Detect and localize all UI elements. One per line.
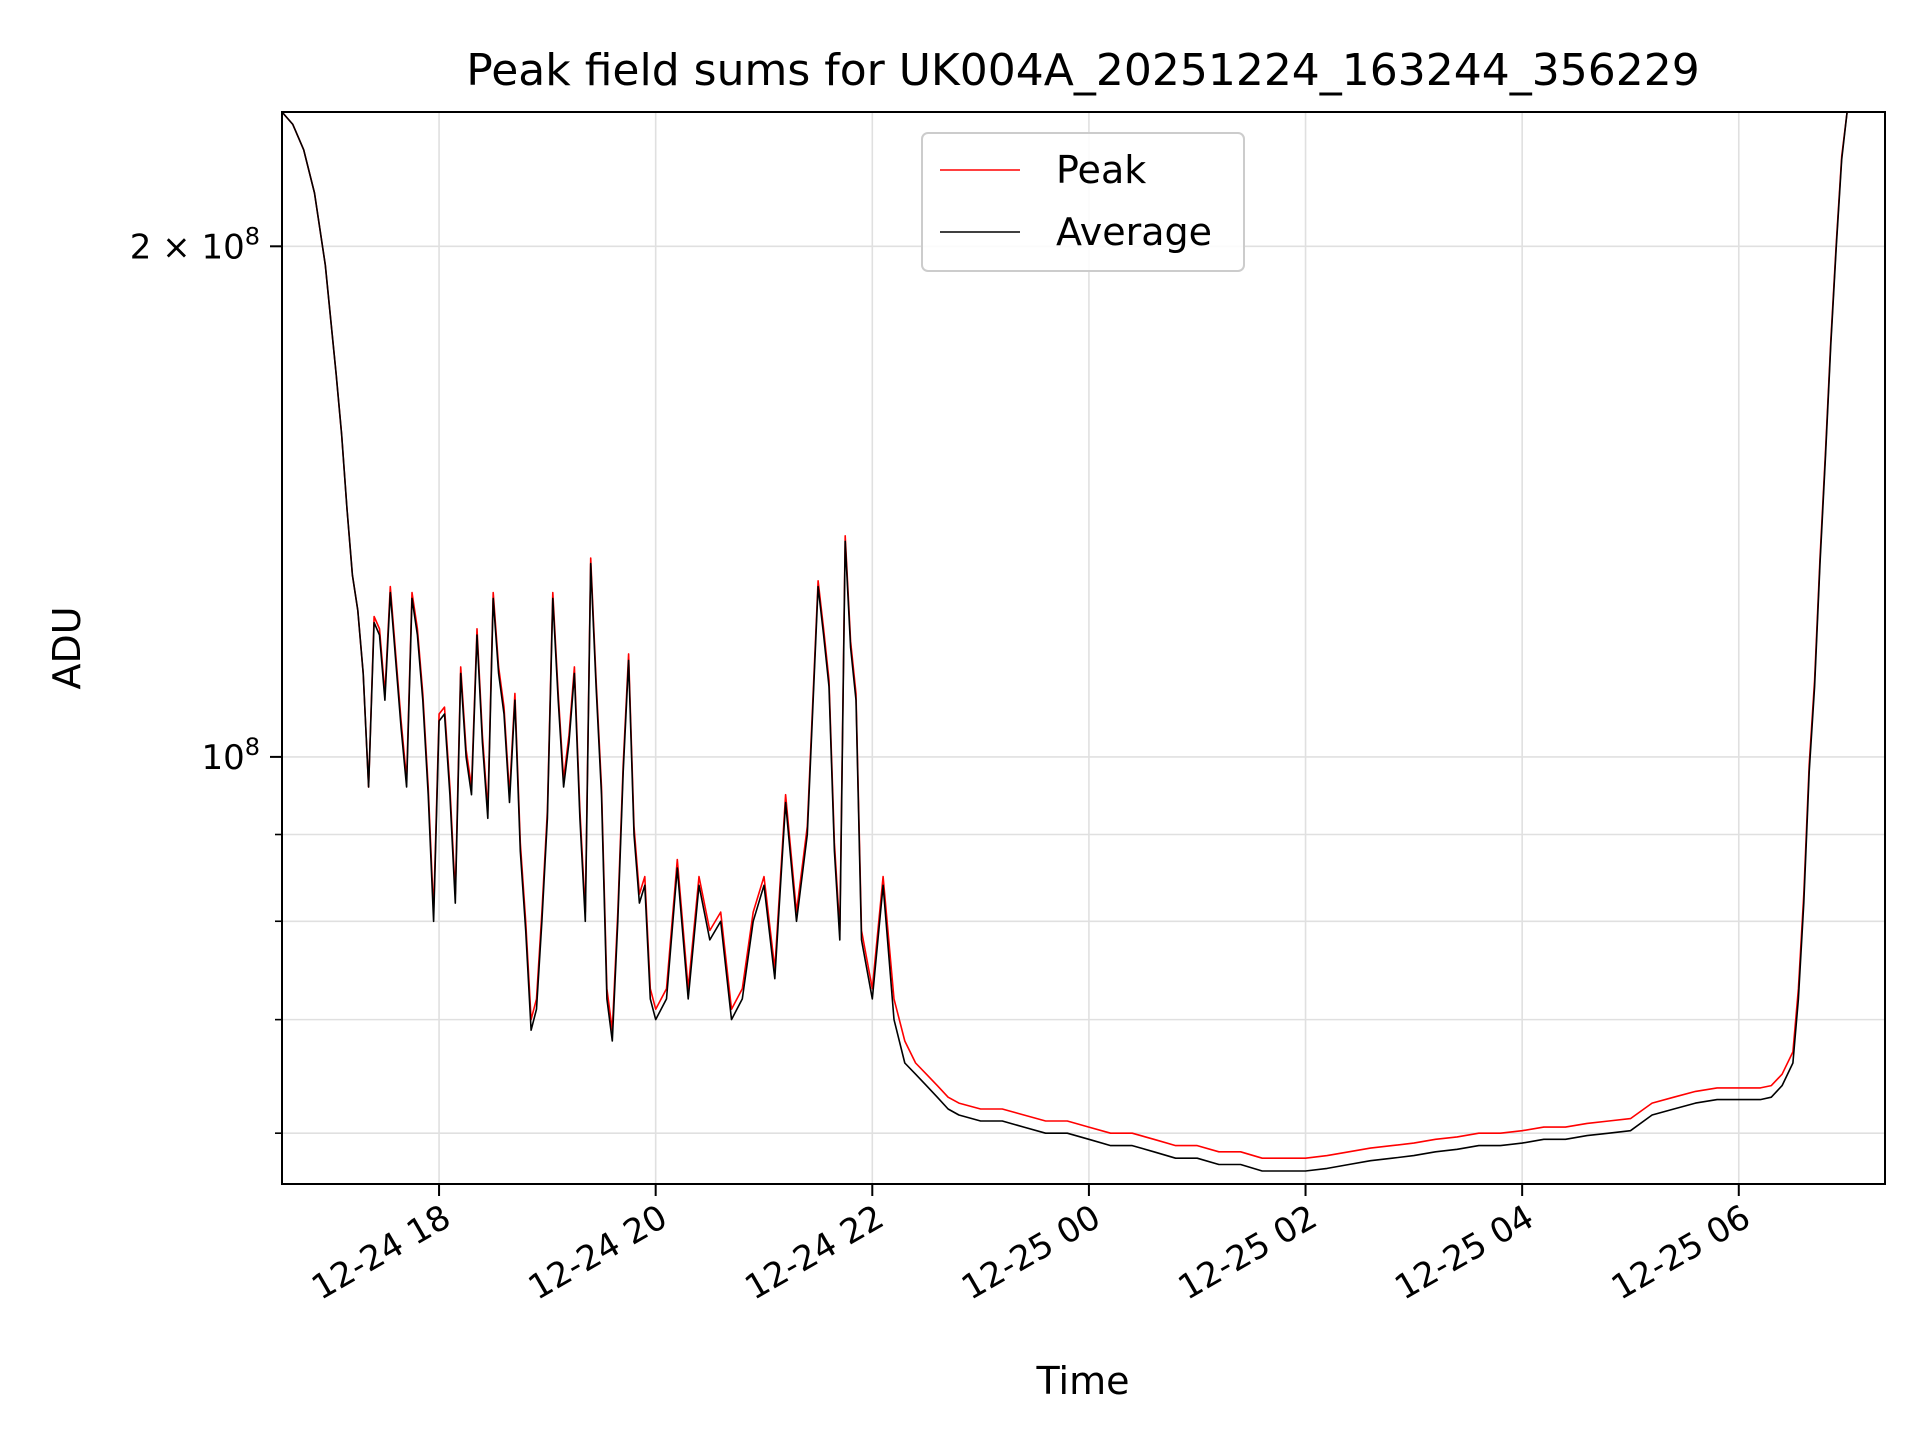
chart-title: Peak field sums for UK004A_20251224_1632…: [466, 45, 1699, 96]
plot-frame: [281, 111, 1886, 1185]
y-axis: 108 2 × 108: [130, 222, 282, 1134]
series-layer: [281, 111, 1869, 1172]
legend-label-average: Average: [1056, 210, 1212, 254]
y-axis-label: ADU: [45, 606, 89, 689]
legend-box: [921, 132, 1245, 272]
y-tick-label: 108: [201, 733, 260, 778]
x-axis-label: Time: [1036, 1359, 1130, 1403]
series-line-average: [281, 111, 1869, 1172]
legend: Peak Average: [921, 132, 1245, 272]
y-tick-label: 2 × 108: [130, 222, 260, 267]
legend-label-peak: Peak: [1056, 148, 1146, 192]
